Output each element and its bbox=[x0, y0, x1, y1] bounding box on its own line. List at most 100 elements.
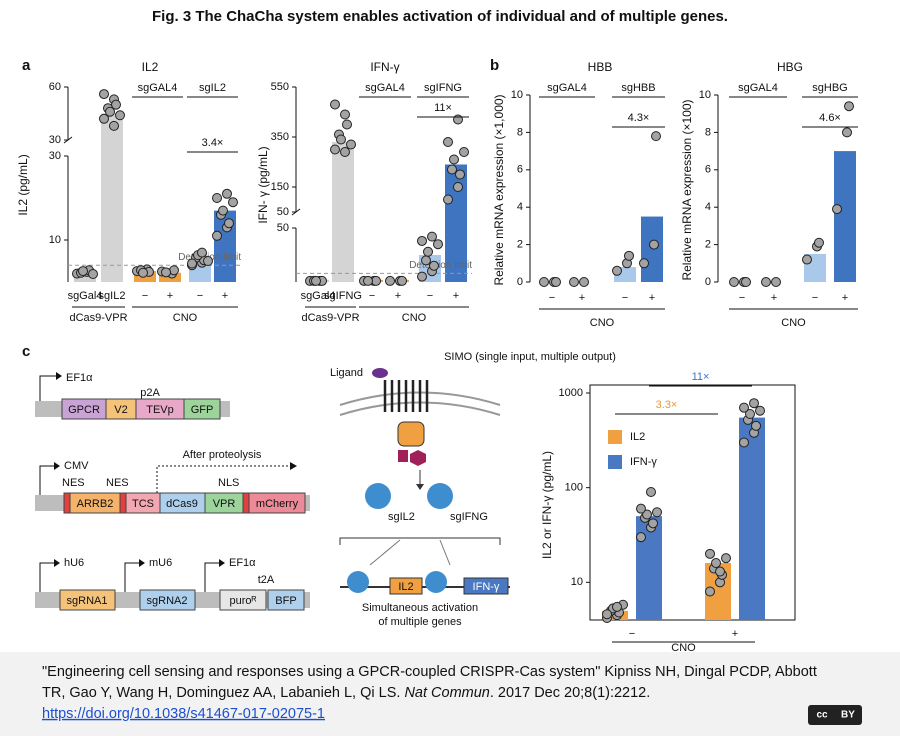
note: After proteolysis bbox=[183, 449, 262, 461]
proteolysis-arrow bbox=[156, 465, 292, 493]
signal-label: NES bbox=[106, 477, 129, 489]
y-tick-label: 6 bbox=[705, 164, 711, 176]
y-tick-label: 30 bbox=[49, 134, 61, 146]
x-tick-label: − bbox=[629, 628, 635, 640]
y-tick-label: 100 bbox=[565, 482, 583, 494]
y-tick-label: 10 bbox=[511, 89, 523, 101]
arrow-head bbox=[54, 462, 60, 470]
caption: of multiple genes bbox=[378, 616, 462, 628]
data-point bbox=[340, 147, 350, 157]
y-tick-label: 10 bbox=[571, 576, 583, 588]
data-point bbox=[636, 532, 646, 543]
data-point bbox=[197, 247, 207, 258]
guide-label: sgIFNG bbox=[450, 511, 488, 523]
data-point bbox=[814, 237, 824, 248]
data-point bbox=[453, 182, 463, 192]
construct-2: CMV NES NES NLS After proteolysis ARRB2 … bbox=[35, 449, 310, 514]
x-tick-label: − bbox=[739, 292, 745, 304]
part bbox=[183, 398, 221, 420]
y-tick-label: 60 bbox=[49, 81, 61, 93]
data-point bbox=[423, 246, 433, 257]
data-point bbox=[751, 420, 761, 431]
data-point bbox=[340, 109, 350, 120]
promoter-label: hU6 bbox=[64, 557, 84, 569]
y-axis-label: Relative mRNA expression (×1,000) bbox=[492, 94, 506, 285]
data-point bbox=[330, 144, 340, 155]
group-label: sgHBG bbox=[812, 82, 847, 94]
data-point bbox=[705, 586, 715, 597]
promoter-label: mU6 bbox=[149, 557, 172, 569]
ligand bbox=[372, 368, 388, 378]
fold-change: 3.4× bbox=[202, 137, 224, 149]
bar bbox=[101, 113, 123, 282]
data-point bbox=[138, 267, 148, 278]
data-point bbox=[649, 239, 659, 250]
y-tick-label: 4 bbox=[517, 201, 523, 213]
x-tick-label: sgGal4 bbox=[301, 290, 336, 302]
group-label: CNO bbox=[173, 312, 198, 324]
y-tick-label: 0 bbox=[517, 276, 523, 288]
data-point bbox=[651, 131, 661, 142]
data-point bbox=[705, 548, 715, 559]
arrow-head bbox=[290, 462, 297, 470]
arrow-head bbox=[56, 372, 62, 380]
bar bbox=[74, 272, 96, 282]
x-tick-label: sgIL2 bbox=[99, 290, 126, 302]
data-point bbox=[224, 218, 234, 229]
data-point bbox=[433, 239, 443, 250]
data-point bbox=[99, 113, 109, 124]
caption: Simultaneous activation bbox=[362, 602, 478, 614]
group-label: dCas9-VPR bbox=[301, 312, 359, 324]
x-tick-label: + bbox=[649, 292, 655, 304]
gene bbox=[389, 577, 423, 595]
data-point bbox=[311, 275, 321, 286]
data-point bbox=[539, 277, 549, 287]
chart-title: IL2 bbox=[142, 60, 159, 74]
mechanism: SIMO (single input, multiple output) Lig… bbox=[330, 351, 616, 628]
part-label: BFP bbox=[275, 595, 296, 607]
data-point bbox=[109, 120, 119, 131]
data-point bbox=[187, 258, 197, 269]
data-point bbox=[624, 250, 634, 261]
x-tick-label: + bbox=[842, 292, 848, 304]
data-point bbox=[427, 231, 437, 242]
chart-title: HBB bbox=[588, 60, 613, 74]
chart-title: HBG bbox=[777, 60, 803, 74]
x-tick-label: + bbox=[395, 290, 401, 302]
x-tick-label: − bbox=[142, 290, 148, 302]
data-point bbox=[761, 277, 771, 287]
arrow-head bbox=[139, 559, 145, 567]
journal: Nat Commun bbox=[404, 685, 489, 701]
x-tick-label: − bbox=[369, 290, 375, 302]
y-tick-label: 8 bbox=[705, 126, 711, 138]
data-point bbox=[203, 256, 213, 266]
gene-label: IL2 bbox=[398, 581, 413, 593]
y-tick-label: 2 bbox=[517, 239, 523, 251]
y-axis-label: IFN- γ (pg/mL) bbox=[256, 146, 270, 223]
data-point bbox=[741, 277, 751, 287]
fold-change: 3.3× bbox=[656, 399, 678, 411]
y-tick-label: 150 bbox=[271, 181, 289, 193]
citation-box bbox=[0, 652, 900, 736]
panel-label: b bbox=[490, 57, 499, 74]
data-point bbox=[105, 106, 115, 117]
data-point bbox=[99, 89, 109, 100]
dcas9 bbox=[347, 571, 369, 593]
part-label: puroᴿ bbox=[230, 595, 257, 607]
y-tick-label: 550 bbox=[271, 81, 289, 93]
data-point bbox=[642, 509, 652, 520]
x-tick-label: sgGal4 bbox=[68, 290, 103, 302]
license-text: BY bbox=[841, 710, 855, 721]
data-point bbox=[449, 154, 459, 165]
chart-title: IFN-γ bbox=[370, 60, 399, 74]
x-tick-label: + bbox=[579, 292, 585, 304]
legend-swatch bbox=[608, 430, 622, 444]
legend-swatch bbox=[608, 455, 622, 469]
doi-link[interactable]: https://doi.org/10.1038/s41467-017-02075… bbox=[42, 706, 325, 722]
x-tick-label: + bbox=[771, 292, 777, 304]
construct-3: hU6 mU6 EF1α t2A sgRNA1 sgRNA2 puroᴿ BFP bbox=[35, 557, 310, 611]
x-tick-label: sgIFNG bbox=[324, 290, 362, 302]
fold-change: 11× bbox=[692, 371, 710, 383]
data-point bbox=[443, 194, 453, 205]
